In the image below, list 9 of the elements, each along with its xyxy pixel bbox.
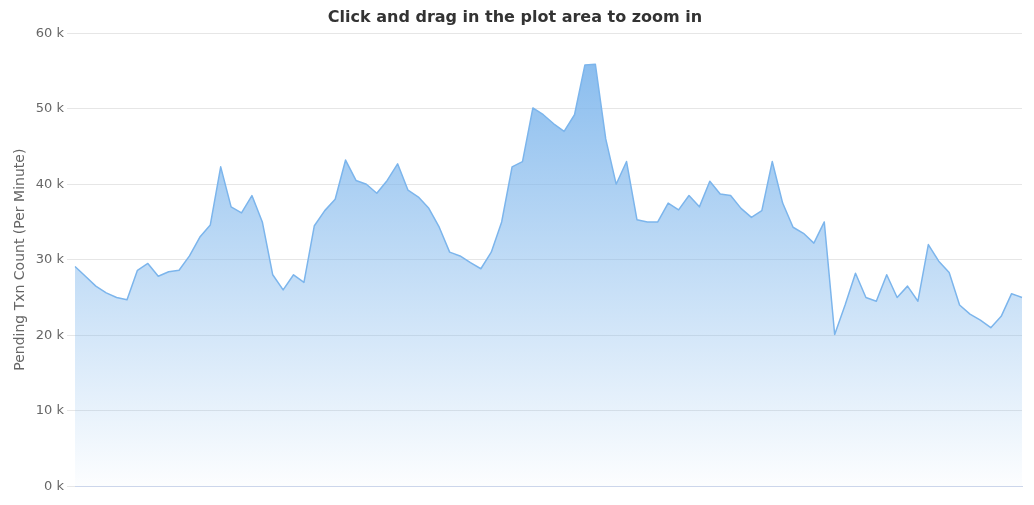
y-tick-label: 40 k xyxy=(35,175,65,191)
chart-title: Click and drag in the plot area to zoom in xyxy=(327,6,703,26)
y-tick-label: 0 k xyxy=(44,477,65,493)
y-tick-label: 10 k xyxy=(35,402,65,418)
y-tick-label: 50 k xyxy=(35,100,65,116)
y-tick-label: 20 k xyxy=(35,326,65,342)
y-tick-label: 60 k xyxy=(35,24,65,40)
y-tick-label: 30 k xyxy=(35,251,65,267)
y-axis-title: Pending Txn Count (Per Minute) xyxy=(11,148,28,371)
